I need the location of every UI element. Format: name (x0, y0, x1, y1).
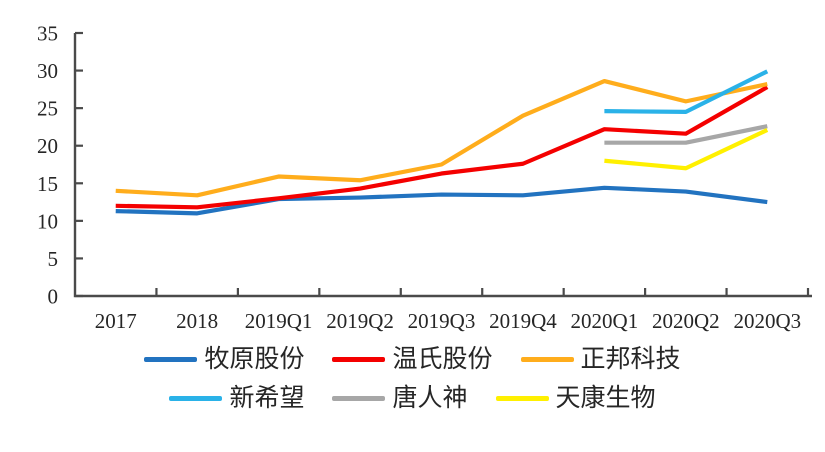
x-tick-label: 2018 (176, 309, 218, 333)
y-tick-label: 35 (37, 22, 58, 46)
series-line-0 (115, 185, 768, 216)
legend-swatch-icon (495, 395, 549, 401)
legend-row-2: 新希望 唐人神 天康生物 (169, 384, 656, 413)
series-line-5 (604, 128, 769, 171)
series-line-4 (604, 124, 768, 145)
legend-swatch-icon (332, 395, 386, 401)
y-tick-label: 25 (37, 97, 58, 121)
x-tick-label: 2020Q1 (571, 309, 639, 333)
legend-item-3: 新希望 (169, 385, 304, 413)
series-line-2 (115, 78, 768, 198)
x-tick-label: 2019Q1 (245, 309, 313, 333)
legend-label: 天康生物 (555, 384, 656, 412)
chart-legend: 牧原股份 温氏股份 正邦科技新希望 唐人神 天康生物 (0, 346, 825, 412)
legend-label: 唐人神 (392, 384, 468, 412)
y-tick-label: 10 (37, 209, 58, 233)
x-tick-label: 2017 (95, 309, 137, 333)
legend-row-1: 牧原股份 温氏股份 正邦科技 (144, 346, 681, 374)
legend-label: 温氏股份 (392, 346, 493, 373)
line-chart: 0 5 10 15 20 25 30 35 2017 2018 2019Q1 2019Q2 2019Q3… (37, 22, 812, 333)
x-tick-label: 2019Q2 (326, 309, 394, 333)
legend-item-1: 温氏股份 (332, 346, 493, 374)
series-line-1 (115, 85, 769, 210)
legend-label: 正邦科技 (580, 346, 681, 373)
legend-item-2: 正邦科技 (520, 346, 681, 374)
legend-swatch-icon (520, 357, 574, 363)
x-tick-label: 2020Q2 (652, 309, 720, 333)
x-tick-label: 2020Q3 (733, 309, 801, 333)
legend-swatch-icon (144, 357, 198, 363)
y-tick-label: 5 (48, 247, 59, 271)
legend-label: 牧原股份 (204, 346, 305, 373)
y-tick-label: 15 (37, 172, 58, 196)
legend-item-5: 天康生物 (495, 384, 656, 413)
legend-item-4: 唐人神 (332, 384, 468, 413)
x-tick-label: 2019Q3 (408, 309, 476, 333)
y-tick-label: 0 (48, 285, 59, 309)
legend-swatch-icon (169, 395, 223, 401)
series-line-3 (604, 69, 769, 115)
legend-item-0: 牧原股份 (144, 346, 304, 374)
legend-label: 新希望 (229, 384, 305, 412)
x-tick-label: 2019Q4 (489, 309, 557, 333)
y-tick-label: 20 (37, 134, 58, 158)
y-tick-label: 30 (37, 59, 58, 83)
legend-swatch-icon (332, 357, 386, 363)
